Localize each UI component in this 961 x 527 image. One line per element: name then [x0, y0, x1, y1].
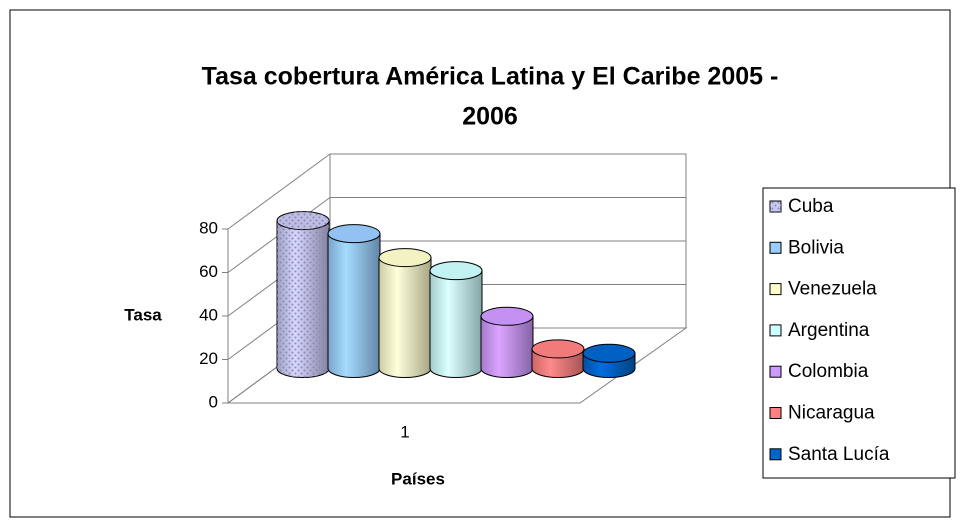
- grid-line: [227, 153, 331, 230]
- legend-label: Nicaragua: [788, 403, 875, 424]
- legend-label: Santa Lucía: [788, 444, 890, 465]
- bar: [429, 270, 483, 378]
- chart-title-line1: Tasa cobertura América Latina y El Carib…: [202, 63, 779, 91]
- legend-label: Cuba: [788, 196, 834, 217]
- bar-top-pattern: [277, 211, 329, 230]
- legend-swatch: [769, 283, 782, 296]
- bar-pattern: [277, 220, 329, 378]
- y-axis-label: Tasa: [124, 305, 162, 324]
- bar-top: [531, 339, 585, 359]
- y-tick-label: 60: [199, 262, 218, 281]
- legend-swatch: [769, 241, 782, 254]
- legend: [762, 187, 956, 479]
- bar-top: [378, 248, 432, 268]
- y-tick-label: 40: [199, 305, 218, 324]
- legend-label: Bolivia: [788, 237, 844, 258]
- legend-label: Argentina: [788, 320, 870, 341]
- legend-swatch: [769, 448, 782, 461]
- x-axis-label: Países: [391, 469, 445, 488]
- legend-swatch: [769, 324, 782, 337]
- legend-swatch: [769, 365, 782, 378]
- bar-top: [327, 224, 381, 244]
- x-tick-label: 1: [400, 422, 409, 441]
- bar: [378, 257, 432, 378]
- legend-swatch: [769, 407, 782, 419]
- legend-label: Venezuela: [788, 279, 877, 300]
- bar-top: [582, 343, 636, 363]
- legend-label: Colombia: [788, 361, 869, 382]
- bar-top: [480, 306, 534, 326]
- chart-title-line2: 2006: [462, 103, 518, 131]
- y-tick-label: 80: [199, 218, 218, 237]
- y-tick-label: 0: [209, 392, 218, 411]
- y-tick-label: 20: [199, 349, 218, 368]
- bar-top: [429, 261, 483, 281]
- legend-swatch-pattern: [770, 201, 781, 212]
- bar: [327, 233, 381, 378]
